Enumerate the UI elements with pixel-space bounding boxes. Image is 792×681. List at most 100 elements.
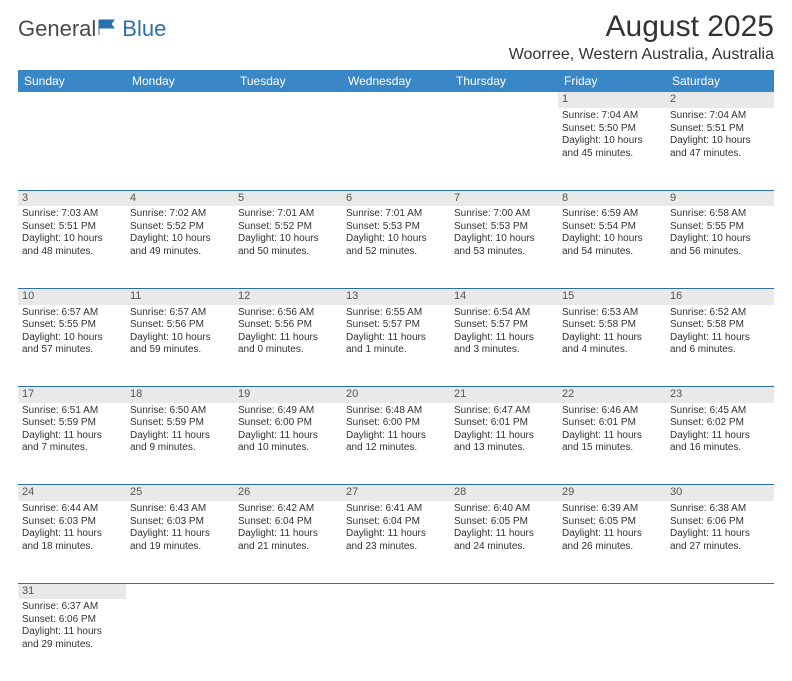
logo-text-2: Blue — [122, 16, 166, 42]
sunrise-text: Sunrise: 6:57 AM — [22, 307, 122, 320]
week-row: Sunrise: 6:44 AMSunset: 6:03 PMDaylight:… — [18, 501, 774, 583]
day-number — [126, 92, 234, 108]
day-cell: Sunrise: 6:40 AMSunset: 6:05 PMDaylight:… — [450, 501, 558, 583]
day-cell: Sunrise: 6:56 AMSunset: 5:56 PMDaylight:… — [234, 305, 342, 387]
daylight-text: Daylight: 11 hours — [670, 430, 770, 443]
daylight-text: Daylight: 10 hours — [130, 233, 230, 246]
day-cell: Sunrise: 6:50 AMSunset: 5:59 PMDaylight:… — [126, 403, 234, 485]
day-number: 30 — [666, 485, 774, 501]
sunrise-text: Sunrise: 6:49 AM — [238, 405, 338, 418]
day-cell: Sunrise: 6:54 AMSunset: 5:57 PMDaylight:… — [450, 305, 558, 387]
daylight-text: and 24 minutes. — [454, 541, 554, 554]
day-number — [234, 583, 342, 599]
day-number — [558, 583, 666, 599]
day-number: 27 — [342, 485, 450, 501]
day-cell: Sunrise: 6:59 AMSunset: 5:54 PMDaylight:… — [558, 206, 666, 288]
day-cell: Sunrise: 7:04 AMSunset: 5:51 PMDaylight:… — [666, 108, 774, 190]
daylight-text: and 10 minutes. — [238, 442, 338, 455]
day-cell: Sunrise: 7:02 AMSunset: 5:52 PMDaylight:… — [126, 206, 234, 288]
day-cell: Sunrise: 6:48 AMSunset: 6:00 PMDaylight:… — [342, 403, 450, 485]
day-cell — [342, 108, 450, 190]
day-number: 22 — [558, 387, 666, 403]
daylight-text: Daylight: 11 hours — [238, 528, 338, 541]
day-number: 28 — [450, 485, 558, 501]
daylight-text: and 15 minutes. — [562, 442, 662, 455]
day-number — [18, 92, 126, 108]
sunrise-text: Sunrise: 6:47 AM — [454, 405, 554, 418]
daylight-text: and 23 minutes. — [346, 541, 446, 554]
sunrise-text: Sunrise: 7:01 AM — [346, 208, 446, 221]
location: Woorree, Western Australia, Australia — [509, 46, 774, 64]
sunset-text: Sunset: 6:01 PM — [454, 417, 554, 430]
sunset-text: Sunset: 5:51 PM — [22, 221, 122, 234]
sunrise-text: Sunrise: 7:03 AM — [22, 208, 122, 221]
sunset-text: Sunset: 6:06 PM — [670, 516, 770, 529]
daylight-text: Daylight: 11 hours — [454, 430, 554, 443]
day-number: 18 — [126, 387, 234, 403]
day-number: 21 — [450, 387, 558, 403]
day-number: 15 — [558, 288, 666, 304]
sunrise-text: Sunrise: 6:50 AM — [130, 405, 230, 418]
sunrise-text: Sunrise: 6:54 AM — [454, 307, 554, 320]
sunset-text: Sunset: 5:52 PM — [238, 221, 338, 234]
day-number — [666, 583, 774, 599]
daylight-text: and 45 minutes. — [562, 148, 662, 161]
sunrise-text: Sunrise: 6:41 AM — [346, 503, 446, 516]
day-number — [342, 583, 450, 599]
sunset-text: Sunset: 5:52 PM — [130, 221, 230, 234]
day-number: 14 — [450, 288, 558, 304]
day-cell: Sunrise: 6:44 AMSunset: 6:03 PMDaylight:… — [18, 501, 126, 583]
day-number: 2 — [666, 92, 774, 108]
day-number: 26 — [234, 485, 342, 501]
day-number: 6 — [342, 190, 450, 206]
day-cell: Sunrise: 6:57 AMSunset: 5:55 PMDaylight:… — [18, 305, 126, 387]
day-cell: Sunrise: 6:39 AMSunset: 6:05 PMDaylight:… — [558, 501, 666, 583]
week-row: Sunrise: 7:03 AMSunset: 5:51 PM Daylight:… — [18, 206, 774, 288]
sunrise-text: Sunrise: 6:39 AM — [562, 503, 662, 516]
sunrise-text: Sunrise: 6:52 AM — [670, 307, 770, 320]
day-number — [450, 583, 558, 599]
sunset-text: Sunset: 6:04 PM — [238, 516, 338, 529]
day-cell: Sunrise: 6:42 AMSunset: 6:04 PMDaylight:… — [234, 501, 342, 583]
weekday-header: Friday — [558, 70, 666, 92]
daylight-text: Daylight: 11 hours — [22, 528, 122, 541]
sunset-text: Sunset: 5:57 PM — [454, 319, 554, 332]
daynum-row: 10111213141516 — [18, 288, 774, 304]
sunrise-text: Sunrise: 6:56 AM — [238, 307, 338, 320]
day-cell: Sunrise: 6:55 AMSunset: 5:57 PMDaylight:… — [342, 305, 450, 387]
daylight-text: and 54 minutes. — [562, 246, 662, 259]
sunset-text: Sunset: 5:59 PM — [130, 417, 230, 430]
daylight-text: and 59 minutes. — [130, 344, 230, 357]
week-row: Sunrise: 6:57 AMSunset: 5:55 PMDaylight:… — [18, 305, 774, 387]
sunset-text: Sunset: 5:50 PM — [562, 123, 662, 136]
daylight-text: Daylight: 11 hours — [238, 430, 338, 443]
week-row: Sunrise: 6:51 AMSunset: 5:59 PMDaylight:… — [18, 403, 774, 485]
sunrise-text: Sunrise: 7:01 AM — [238, 208, 338, 221]
calendar-table: Sunday Monday Tuesday Wednesday Thursday… — [18, 70, 774, 681]
day-cell: Sunrise: 6:47 AMSunset: 6:01 PMDaylight:… — [450, 403, 558, 485]
day-cell: Sunrise: 7:01 AMSunset: 5:52 PMDaylight:… — [234, 206, 342, 288]
day-cell: Sunrise: 6:45 AMSunset: 6:02 PMDaylight:… — [666, 403, 774, 485]
daylight-text: and 1 minute. — [346, 344, 446, 357]
day-cell: Sunrise: 6:46 AMSunset: 6:01 PMDaylight:… — [558, 403, 666, 485]
daylight-text: and 0 minutes. — [238, 344, 338, 357]
daylight-text: Daylight: 10 hours — [454, 233, 554, 246]
sunset-text: Sunset: 5:56 PM — [238, 319, 338, 332]
day-number: 13 — [342, 288, 450, 304]
daylight-text: Daylight: 11 hours — [346, 332, 446, 345]
day-number: 1 — [558, 92, 666, 108]
sunrise-text: Sunrise: 7:04 AM — [562, 110, 662, 123]
sunrise-text: Sunrise: 6:43 AM — [130, 503, 230, 516]
daylight-text: Daylight: 11 hours — [130, 430, 230, 443]
day-cell: Sunrise: 6:51 AMSunset: 5:59 PMDaylight:… — [18, 403, 126, 485]
day-number: 17 — [18, 387, 126, 403]
daylight-text: Daylight: 11 hours — [238, 332, 338, 345]
daylight-text: Daylight: 11 hours — [670, 332, 770, 345]
weekday-header: Monday — [126, 70, 234, 92]
day-cell: Sunrise: 7:00 AMSunset: 5:53 PMDaylight:… — [450, 206, 558, 288]
daylight-text: Daylight: 11 hours — [670, 528, 770, 541]
day-number: 29 — [558, 485, 666, 501]
sunset-text: Sunset: 6:03 PM — [130, 516, 230, 529]
day-number: 7 — [450, 190, 558, 206]
sunset-text: Sunset: 6:04 PM — [346, 516, 446, 529]
